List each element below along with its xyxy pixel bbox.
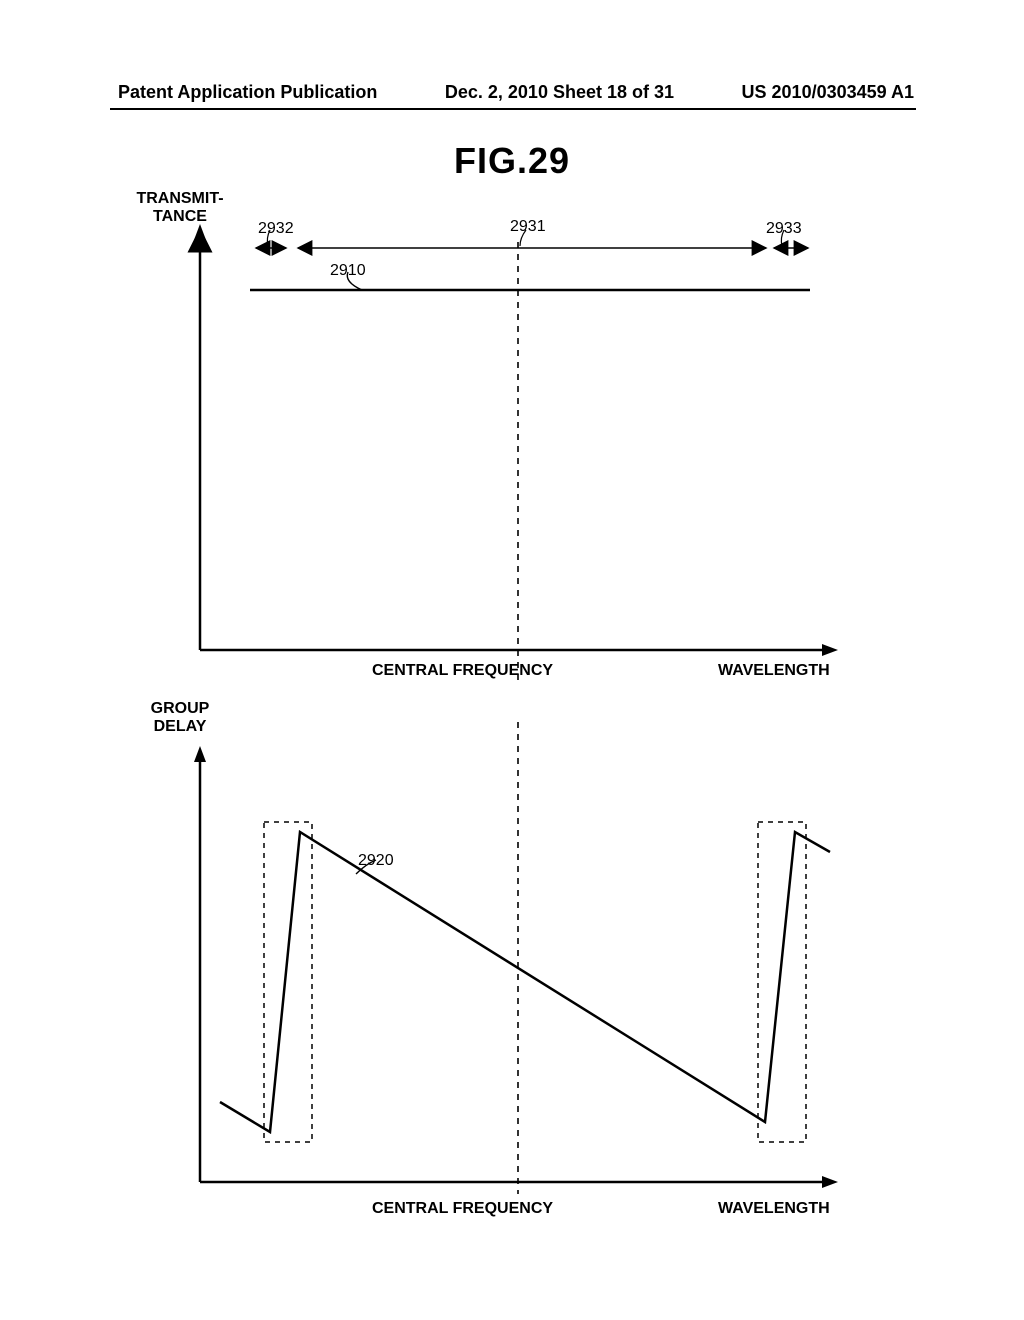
header-rule: [110, 108, 916, 110]
discontinuity-box-right: [758, 822, 806, 1142]
page: Patent Application Publication Dec. 2, 2…: [0, 0, 1024, 1320]
chart2-svg: [170, 722, 850, 1212]
chart1-wavelength-label: WAVELENGTH: [718, 662, 830, 680]
chart2-wavelength-label: WAVELENGTH: [718, 1200, 830, 1218]
group-delay-chart: [170, 722, 850, 1212]
figure-title: FIG.29: [0, 140, 1024, 182]
chart1-svg: [170, 200, 850, 680]
transmittance-chart: [170, 200, 850, 680]
chart1-central-frequency-label: CENTRAL FREQUENCY: [372, 662, 553, 680]
header-right: US 2010/0303459 A1: [742, 82, 914, 103]
header-mid: Dec. 2, 2010 Sheet 18 of 31: [445, 82, 674, 103]
chart2-central-frequency-label: CENTRAL FREQUENCY: [372, 1200, 553, 1218]
discontinuity-box-left: [264, 822, 312, 1142]
page-header: Patent Application Publication Dec. 2, 2…: [0, 82, 1024, 103]
header-left: Patent Application Publication: [118, 82, 377, 103]
